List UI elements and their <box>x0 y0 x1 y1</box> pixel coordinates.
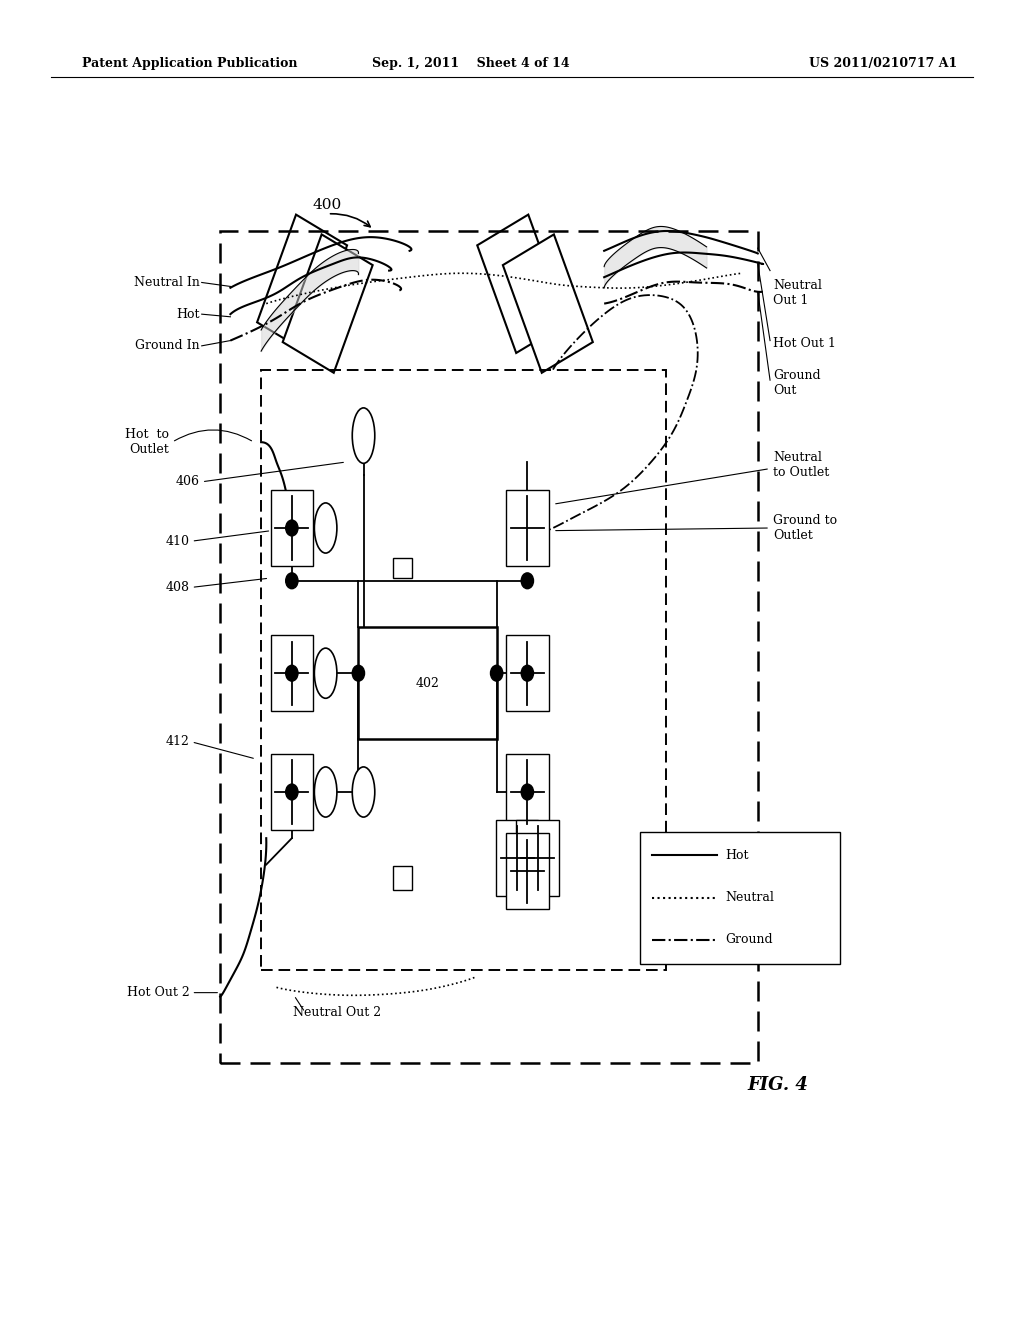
Bar <box>506 754 549 830</box>
Text: Hot: Hot <box>725 849 749 862</box>
Ellipse shape <box>314 767 337 817</box>
Text: Hot  to
Outlet: Hot to Outlet <box>125 428 169 457</box>
Text: Patent Application Publication: Patent Application Publication <box>82 57 297 70</box>
Text: Ground In: Ground In <box>135 339 200 352</box>
Text: Neutral Out 2: Neutral Out 2 <box>293 1006 381 1019</box>
Bar <box>270 490 313 566</box>
Bar <box>270 754 313 830</box>
Text: Ground to
Outlet: Ground to Outlet <box>773 513 838 543</box>
Text: Neutral In: Neutral In <box>134 276 200 289</box>
Bar <box>393 557 412 578</box>
Text: FIG. 4: FIG. 4 <box>748 1076 808 1094</box>
Text: 412: 412 <box>166 735 189 748</box>
Bar <box>257 215 347 352</box>
Circle shape <box>521 784 534 800</box>
Text: Sep. 1, 2011    Sheet 4 of 14: Sep. 1, 2011 Sheet 4 of 14 <box>373 57 569 70</box>
Bar <box>506 635 549 711</box>
Circle shape <box>521 573 534 589</box>
Text: Ground
Out: Ground Out <box>773 368 821 397</box>
Circle shape <box>286 520 298 536</box>
Text: 402: 402 <box>416 677 439 689</box>
Bar <box>506 833 549 909</box>
Bar <box>516 820 559 896</box>
Circle shape <box>286 665 298 681</box>
Bar <box>503 235 593 372</box>
Bar <box>270 635 313 711</box>
Circle shape <box>521 665 534 681</box>
Text: Neutral
to Outlet: Neutral to Outlet <box>773 450 829 479</box>
Ellipse shape <box>314 503 337 553</box>
Bar <box>496 820 539 896</box>
Bar <box>220 231 758 1063</box>
Text: 400: 400 <box>312 198 342 211</box>
Text: 408: 408 <box>166 581 189 594</box>
Text: Hot Out 1: Hot Out 1 <box>773 337 836 350</box>
Text: Neutral: Neutral <box>725 891 774 904</box>
Bar <box>393 866 412 890</box>
Text: Hot Out 2: Hot Out 2 <box>127 986 189 999</box>
Text: US 2011/0210717 A1: US 2011/0210717 A1 <box>809 57 957 70</box>
Circle shape <box>286 784 298 800</box>
Bar <box>261 370 666 970</box>
Text: Ground: Ground <box>725 933 773 946</box>
Text: 410: 410 <box>166 535 189 548</box>
Bar <box>640 832 840 964</box>
Circle shape <box>352 665 365 681</box>
Bar <box>283 235 373 372</box>
Ellipse shape <box>352 408 375 463</box>
Bar <box>358 627 497 739</box>
Ellipse shape <box>314 648 337 698</box>
Circle shape <box>490 665 503 681</box>
Text: Neutral
Out 1: Neutral Out 1 <box>773 279 822 308</box>
Ellipse shape <box>352 767 375 817</box>
Text: 406: 406 <box>176 475 200 488</box>
Circle shape <box>286 573 298 589</box>
Text: Hot: Hot <box>176 308 200 321</box>
Bar <box>477 215 567 352</box>
Bar <box>506 490 549 566</box>
